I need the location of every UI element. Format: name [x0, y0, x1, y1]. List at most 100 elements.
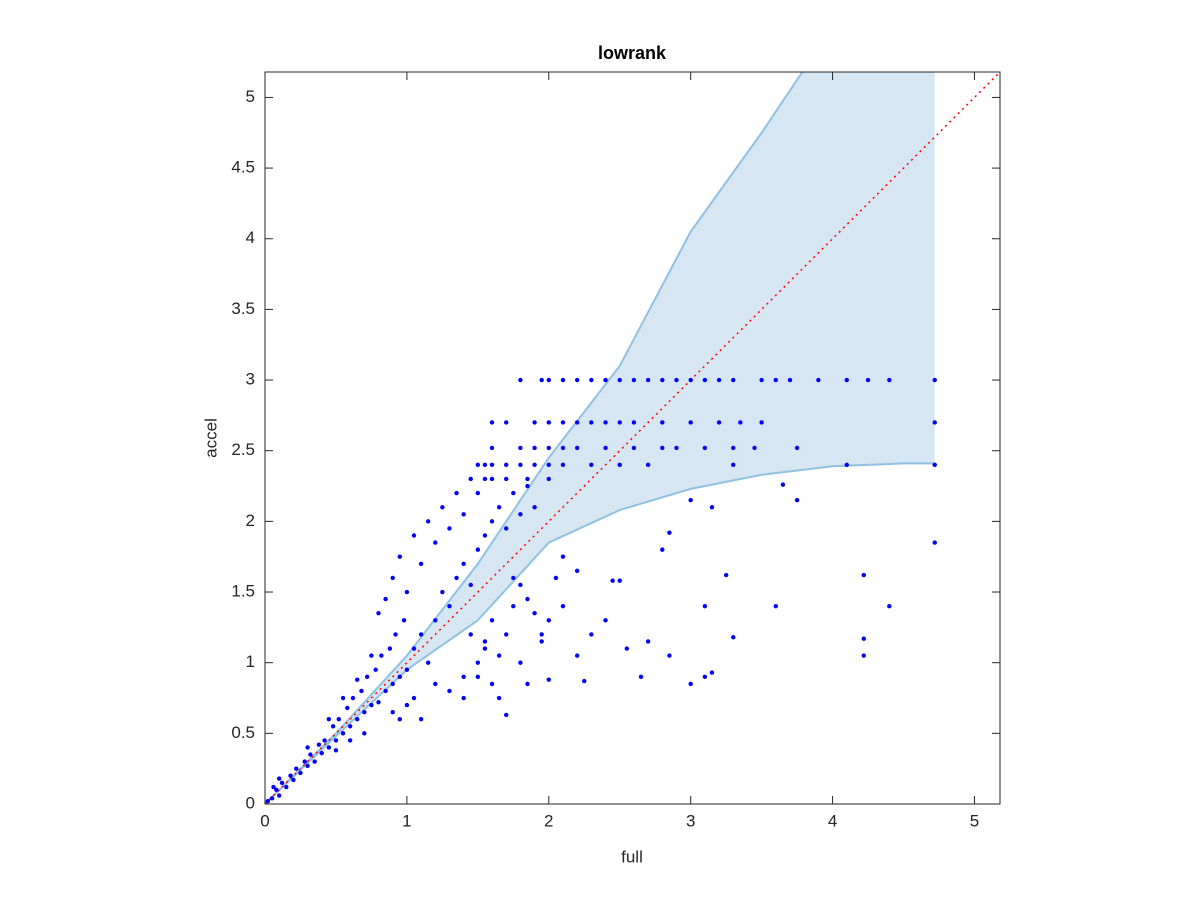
data-point [504, 526, 509, 531]
data-point [504, 462, 509, 468]
data-point [475, 674, 481, 680]
data-point [475, 547, 481, 552]
data-point [844, 377, 849, 383]
data-point [589, 420, 594, 425]
data-point [560, 603, 566, 609]
data-point [461, 561, 466, 566]
data-point [461, 695, 466, 701]
data-point [539, 632, 544, 637]
data-point [560, 377, 566, 383]
data-point [645, 462, 651, 468]
data-point [617, 377, 622, 383]
data-point [546, 462, 551, 468]
data-point [376, 700, 381, 705]
data-point [660, 420, 665, 425]
data-point [574, 568, 580, 574]
data-point [532, 505, 537, 510]
data-point [518, 512, 523, 517]
data-point [489, 681, 495, 687]
data-point [454, 575, 459, 581]
data-point [447, 603, 452, 609]
data-point [759, 420, 764, 425]
data-point [496, 505, 502, 510]
data-point [731, 377, 736, 383]
data-point [312, 759, 317, 764]
data-point [589, 632, 594, 637]
data-point [574, 377, 580, 383]
data-point [511, 575, 516, 581]
data-point [731, 445, 736, 451]
data-point [468, 582, 473, 588]
data-point [364, 674, 370, 680]
y-axis-label: accel [201, 418, 220, 458]
data-point [660, 377, 665, 383]
data-point [603, 618, 608, 623]
data-point [291, 777, 296, 783]
data-point [610, 578, 615, 583]
confidence-band [265, 72, 935, 804]
data-point [433, 618, 438, 623]
data-point [518, 660, 523, 665]
y-tick-label: 2 [246, 511, 255, 530]
data-point [393, 632, 398, 637]
data-point [667, 653, 672, 658]
data-point [447, 526, 452, 531]
plot-area [265, 72, 1000, 804]
data-point [482, 533, 488, 538]
data-point [773, 377, 779, 383]
data-point [418, 561, 424, 566]
axes-box [264, 71, 1001, 805]
data-point [271, 784, 276, 790]
data-point [404, 589, 410, 595]
data-point [411, 533, 417, 538]
data-point [539, 639, 544, 644]
y-tick-label: 0 [246, 793, 255, 812]
data-point [433, 540, 438, 545]
data-point [322, 738, 327, 743]
x-tick-label: 3 [686, 811, 695, 830]
x-tick-label: 5 [970, 811, 979, 830]
data-point [440, 505, 445, 510]
data-point [489, 618, 495, 623]
data-point [316, 742, 322, 747]
data-point [433, 681, 438, 687]
y-tick-label: 2.5 [231, 440, 255, 459]
data-point [496, 653, 502, 658]
data-point [787, 377, 793, 383]
data-point [532, 445, 537, 451]
data-point [390, 681, 395, 687]
data-point [709, 505, 715, 510]
data-point [274, 787, 279, 793]
data-point [350, 695, 356, 701]
data-point [326, 717, 332, 722]
data-point [560, 554, 566, 559]
data-point [489, 476, 495, 482]
data-point [347, 738, 353, 743]
data-point [269, 796, 275, 801]
data-point [489, 420, 495, 425]
data-point [532, 420, 537, 425]
data-point [276, 793, 282, 798]
data-point [660, 445, 665, 451]
data-point [731, 635, 736, 640]
data-point [560, 462, 566, 468]
x-axis-label: full [621, 847, 643, 866]
data-point [688, 497, 693, 503]
data-point [617, 462, 622, 468]
data-point [631, 420, 637, 425]
data-point [401, 618, 407, 623]
data-point [560, 445, 566, 451]
x-tick-label: 4 [828, 811, 837, 830]
data-point [489, 445, 495, 451]
data-point [347, 724, 353, 729]
data-point [305, 763, 310, 769]
data-point [574, 420, 580, 425]
data-point [468, 476, 473, 482]
data-point [355, 717, 360, 722]
data-point [482, 462, 488, 468]
data-point [759, 377, 764, 383]
data-point [298, 770, 303, 776]
data-point [397, 717, 402, 722]
band-lower-edge [265, 462, 935, 804]
data-point [525, 483, 530, 489]
